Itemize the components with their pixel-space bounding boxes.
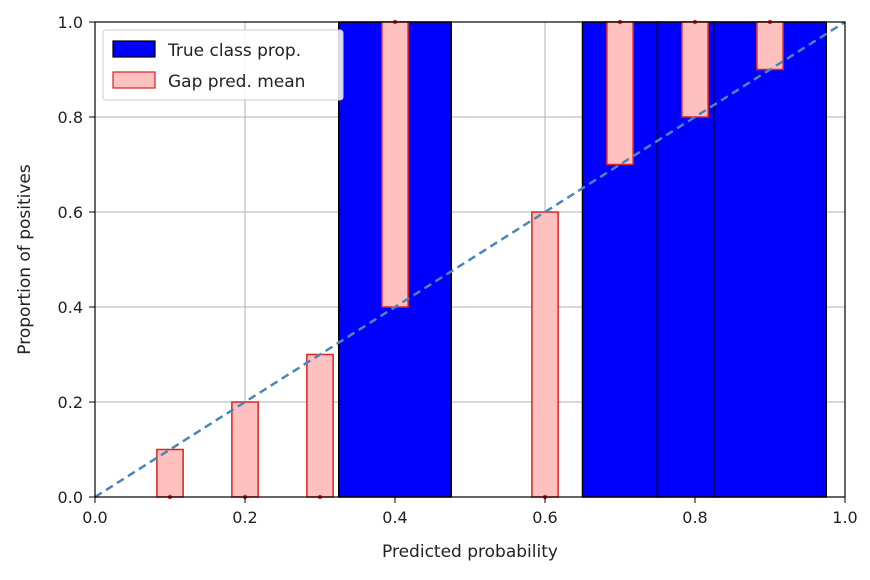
y-axis-title: Proportion of positives [15, 164, 35, 355]
legend-label-true-class: True class prop. [167, 41, 301, 61]
x-tick-label: 0.0 [82, 508, 107, 527]
legend-box [102, 29, 344, 101]
gap-pred-bar [306, 353, 334, 498]
gap-pred-bar [231, 401, 259, 498]
x-tick-label: 0.4 [382, 508, 407, 527]
gap-pred-bars [156, 19, 784, 500]
gap-pred-bar [681, 21, 709, 118]
y-tick-label: 0.0 [58, 488, 83, 507]
legend-swatch-true-class [112, 40, 156, 58]
reference-diagonal [94, 20, 846, 499]
y-tick-label: 1.0 [58, 13, 83, 32]
gap-pred-bar [531, 211, 559, 498]
legend-label-gap-pred: Gap pred. mean [168, 72, 305, 92]
plot-frame [94, 21, 846, 498]
x-tick-label: 0.2 [232, 508, 257, 527]
y-tick-label: 0.6 [58, 203, 83, 222]
legend: True class prop. Gap pred. mean [102, 29, 344, 101]
y-tick-label: 0.4 [58, 298, 83, 317]
y-tick-label: 0.8 [58, 108, 83, 127]
true-class-bar [713, 21, 827, 498]
x-axis-title: Predicted probability [382, 542, 558, 562]
gap-pred-bar [606, 21, 634, 166]
gap-pred-bar [156, 448, 184, 498]
y-tick-label: 0.2 [58, 393, 83, 412]
diagonal-line [94, 20, 846, 499]
y-axis-ticks: 0.0 0.2 0.4 0.6 0.8 1.0 [58, 13, 95, 507]
x-tick-label: 0.6 [532, 508, 557, 527]
x-tick-label: 1.0 [832, 508, 857, 527]
true-class-bars [338, 21, 827, 498]
gap-pred-bar [756, 21, 784, 71]
gap-pred-bar [381, 21, 409, 308]
legend-swatch-gap-pred [112, 71, 156, 89]
x-tick-label: 0.8 [682, 508, 707, 527]
x-axis-ticks: 0.0 0.2 0.4 0.6 0.8 1.0 [82, 497, 858, 527]
